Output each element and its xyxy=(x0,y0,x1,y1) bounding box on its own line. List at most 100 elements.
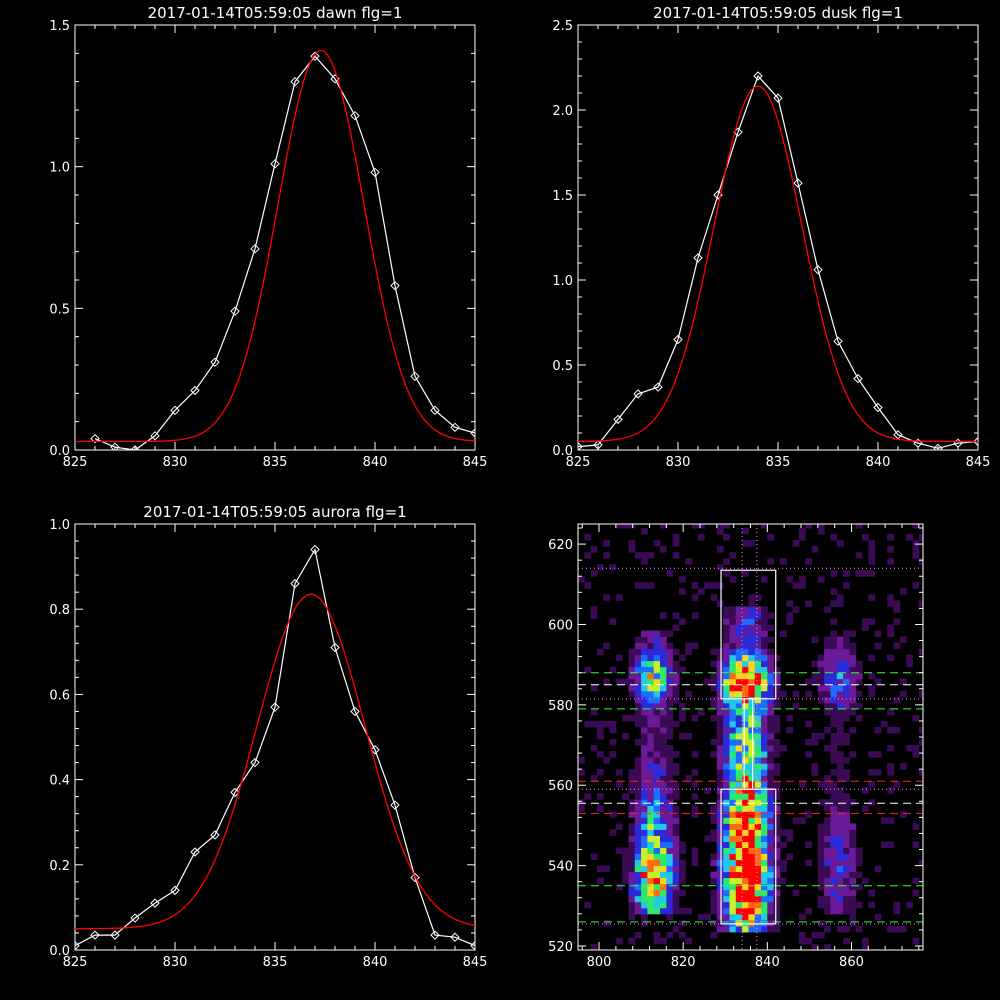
heatmap-cell xyxy=(691,847,699,854)
heatmap-cell xyxy=(899,636,907,643)
heatmap-cell xyxy=(653,799,661,806)
heatmap-cell xyxy=(716,660,724,668)
heatmap-cell xyxy=(660,799,667,806)
heatmap-cell xyxy=(780,865,787,873)
heatmap-cell xyxy=(729,835,737,842)
heatmap-cell xyxy=(906,654,913,662)
heatmap-cell xyxy=(628,672,636,680)
heatmap-cell xyxy=(868,751,876,758)
heatmap-cell xyxy=(761,877,768,885)
heatmap-cell xyxy=(849,871,857,879)
heatmap-cell xyxy=(653,781,661,788)
heatmap-cell xyxy=(679,666,686,674)
heatmap-cell xyxy=(716,901,724,909)
heatmap-cell xyxy=(836,841,844,848)
heatmap-cell xyxy=(666,714,674,722)
heatmap-cell xyxy=(641,811,648,818)
heatmap-cell xyxy=(817,690,825,698)
heatmap-cell xyxy=(836,835,844,842)
heatmap-cell xyxy=(761,907,768,915)
heatmap-cell xyxy=(761,654,768,662)
heatmap-cell xyxy=(634,660,642,668)
heatmap-cell xyxy=(780,877,787,885)
heatmap-cell xyxy=(748,799,756,806)
heatmap-cell xyxy=(653,636,661,643)
heatmap-cell xyxy=(729,636,737,643)
heatmap-cell xyxy=(773,684,781,692)
heatmap-cell xyxy=(742,913,749,921)
heatmap-cell xyxy=(660,781,667,788)
heatmap-cell xyxy=(862,534,869,541)
heatmap-cell xyxy=(723,708,730,716)
heatmap-cell xyxy=(893,606,901,613)
heatmap-cell xyxy=(729,690,737,698)
heatmap-cell xyxy=(849,672,857,680)
heatmap-cell xyxy=(773,859,781,867)
heatmap-cell xyxy=(723,696,730,704)
heatmap-cell xyxy=(578,799,585,806)
heatmap-cell xyxy=(723,642,730,650)
heatmap-cell xyxy=(653,907,661,915)
data-point xyxy=(613,414,623,425)
heatmap-cell xyxy=(786,612,794,619)
heatmap-cell xyxy=(653,769,661,776)
heatmap-cell xyxy=(843,630,850,637)
heatmap-cell xyxy=(836,871,844,879)
heatmap-cell xyxy=(767,714,775,722)
heatmap-cell xyxy=(723,877,730,885)
heatmap-cell xyxy=(767,889,775,897)
heatmap-cell xyxy=(830,600,838,607)
heatmap-cell xyxy=(641,793,648,800)
heatmap-cell xyxy=(615,594,623,601)
data-point xyxy=(693,253,703,263)
heatmap-cell xyxy=(817,666,825,674)
heatmap-cell xyxy=(716,925,724,933)
heatmap-cell xyxy=(672,552,680,559)
heatmap-cell xyxy=(666,775,674,782)
heatmap-cell xyxy=(748,859,756,867)
heatmap-cell xyxy=(880,817,888,824)
heatmap-cell xyxy=(855,714,863,722)
heatmap-cell xyxy=(830,901,838,909)
heatmap-cell xyxy=(899,763,907,770)
heatmap-cell xyxy=(622,524,629,529)
heatmap-cell xyxy=(641,829,648,836)
heatmap-cell xyxy=(641,684,648,692)
heatmap-cell xyxy=(723,558,730,565)
heatmap-cell xyxy=(748,630,756,637)
heatmap-cell xyxy=(578,757,585,764)
x-tick-label: 835 xyxy=(263,955,288,970)
y-tick-label: 1.0 xyxy=(49,518,70,533)
heatmap-cell xyxy=(761,853,768,860)
heatmap-cell xyxy=(786,714,794,722)
heatmap-cell xyxy=(679,702,686,710)
heatmap-cell xyxy=(761,524,768,529)
heatmap-cell xyxy=(729,660,737,668)
heatmap-cell xyxy=(742,907,749,915)
heatmap-cell xyxy=(862,944,869,950)
heatmap-cell xyxy=(634,877,642,885)
heatmap-cell xyxy=(836,793,844,800)
heatmap-cell xyxy=(666,757,674,764)
heatmap-cell xyxy=(843,672,850,680)
heatmap-cell xyxy=(824,823,831,830)
data-point xyxy=(633,389,643,399)
heatmap-cell xyxy=(660,907,667,915)
heatmap-cell xyxy=(817,883,825,891)
heatmap-cell xyxy=(761,781,768,788)
heatmap-cell xyxy=(748,690,756,698)
heatmap-cell xyxy=(653,690,661,698)
heatmap-cell xyxy=(647,660,655,668)
heatmap-cell xyxy=(811,944,819,950)
heatmap-cell xyxy=(653,835,661,842)
heatmap-cell xyxy=(836,714,844,722)
heatmap-cell xyxy=(761,823,768,830)
heatmap-cell xyxy=(596,733,604,740)
heatmap-cell xyxy=(622,871,629,879)
heatmap-cell xyxy=(634,636,642,643)
heatmap-cell xyxy=(641,781,648,788)
heatmap-cell xyxy=(843,799,850,806)
heatmap-cell xyxy=(590,853,598,860)
heatmap-cell xyxy=(748,684,756,692)
heatmap-cell xyxy=(830,630,838,637)
